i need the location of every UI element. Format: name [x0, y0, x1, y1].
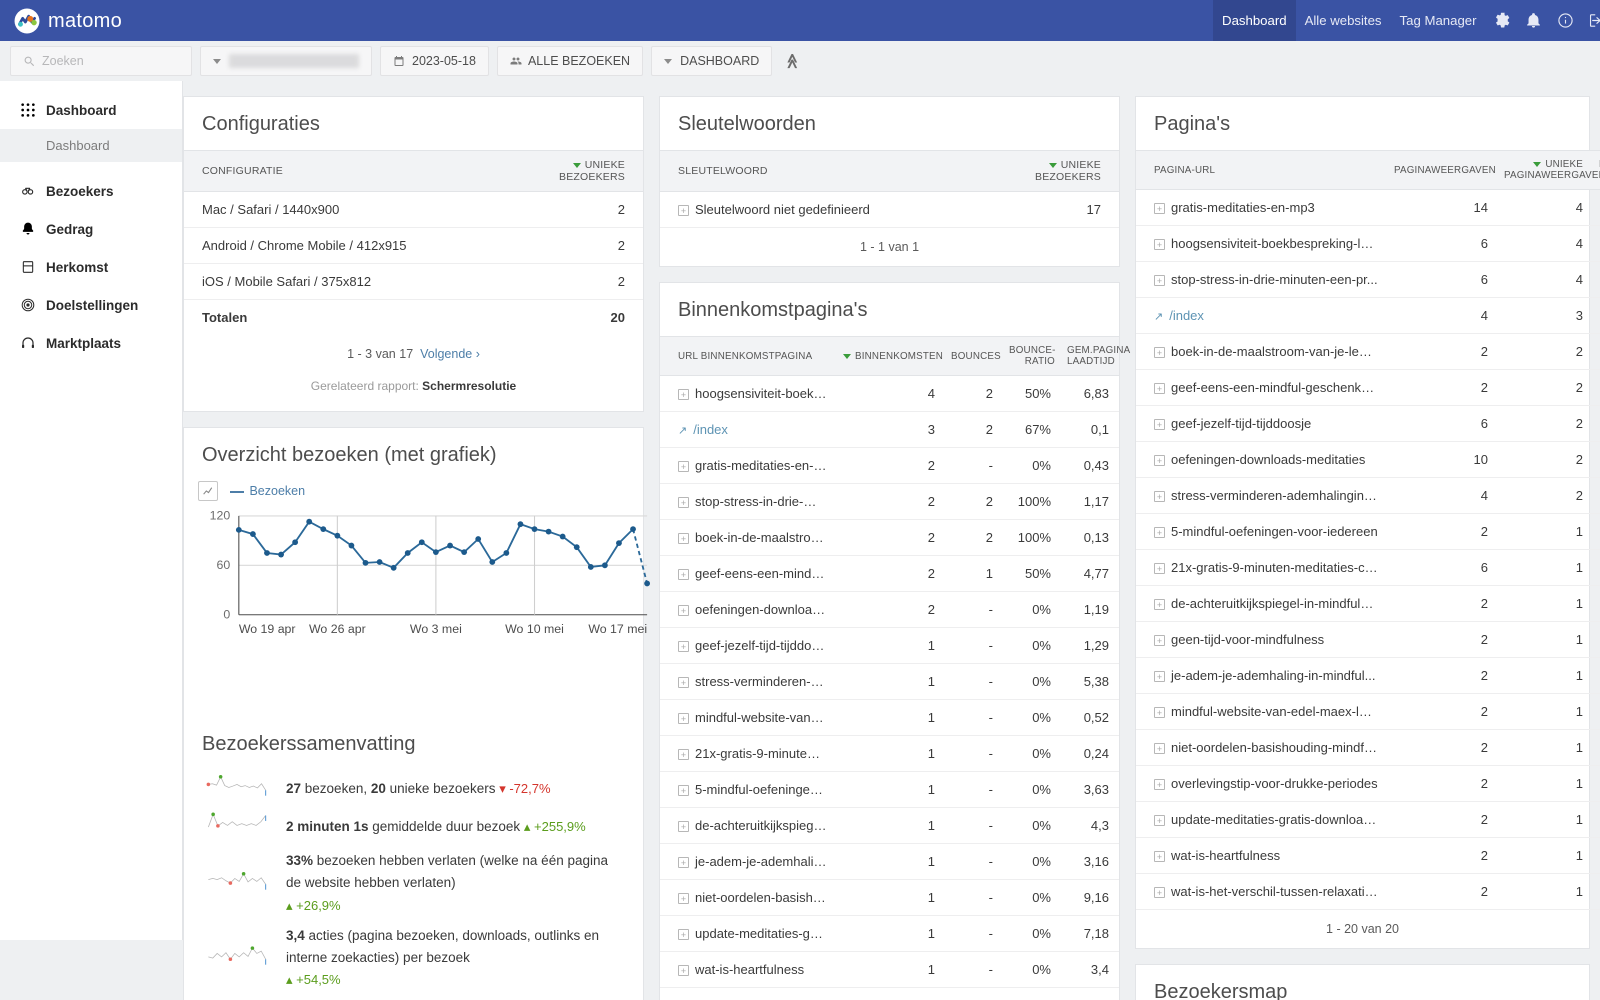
svg-text:Wo 19 apr: Wo 19 apr: [239, 622, 296, 636]
svg-text:60: 60: [216, 558, 230, 572]
svg-text:0: 0: [223, 608, 230, 622]
svg-text:Wo 26 apr: Wo 26 apr: [309, 622, 366, 636]
svg-text:Wo 3 mei: Wo 3 mei: [410, 622, 462, 636]
svg-text:120: 120: [210, 509, 231, 523]
svg-text:Wo 10 mei: Wo 10 mei: [505, 622, 564, 636]
svg-text:Wo 17 mei: Wo 17 mei: [588, 622, 647, 636]
